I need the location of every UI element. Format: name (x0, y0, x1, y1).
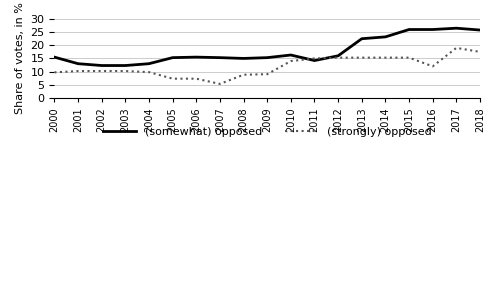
(somewhat) opposed (122, 64, 128, 67)
Line: (strongly) opposed: (strongly) opposed (54, 48, 480, 84)
(somewhat) opposed (240, 57, 246, 60)
(somewhat) opposed (52, 55, 58, 59)
(somewhat) opposed (312, 59, 318, 62)
(strongly) opposed (170, 77, 175, 80)
(somewhat) opposed (359, 37, 365, 40)
(somewhat) opposed (477, 28, 483, 32)
(somewhat) opposed (406, 28, 412, 31)
(somewhat) opposed (264, 56, 270, 59)
(strongly) opposed (194, 77, 200, 80)
(strongly) opposed (406, 56, 412, 59)
(strongly) opposed (75, 69, 81, 73)
(somewhat) opposed (454, 26, 460, 30)
(somewhat) opposed (430, 28, 436, 31)
(somewhat) opposed (75, 62, 81, 65)
(strongly) opposed (217, 82, 223, 86)
(somewhat) opposed (98, 64, 104, 67)
(strongly) opposed (264, 73, 270, 76)
(strongly) opposed (382, 56, 388, 59)
Line: (somewhat) opposed: (somewhat) opposed (54, 28, 480, 66)
(strongly) opposed (477, 50, 483, 54)
(strongly) opposed (430, 65, 436, 68)
(strongly) opposed (335, 56, 341, 59)
(strongly) opposed (312, 57, 318, 60)
(strongly) opposed (240, 73, 246, 76)
(strongly) opposed (454, 46, 460, 50)
(somewhat) opposed (170, 56, 175, 59)
(strongly) opposed (52, 71, 58, 74)
(strongly) opposed (288, 59, 294, 63)
(somewhat) opposed (382, 35, 388, 39)
(somewhat) opposed (335, 54, 341, 58)
(somewhat) opposed (194, 55, 200, 59)
(strongly) opposed (359, 56, 365, 59)
(somewhat) opposed (146, 62, 152, 65)
Y-axis label: Share of votes, in %: Share of votes, in % (15, 3, 25, 114)
(somewhat) opposed (217, 56, 223, 59)
Legend: (somewhat) opposed, (strongly) opposed: (somewhat) opposed, (strongly) opposed (98, 122, 436, 141)
(strongly) opposed (122, 69, 128, 73)
(strongly) opposed (98, 69, 104, 73)
(somewhat) opposed (288, 53, 294, 57)
(strongly) opposed (146, 70, 152, 74)
